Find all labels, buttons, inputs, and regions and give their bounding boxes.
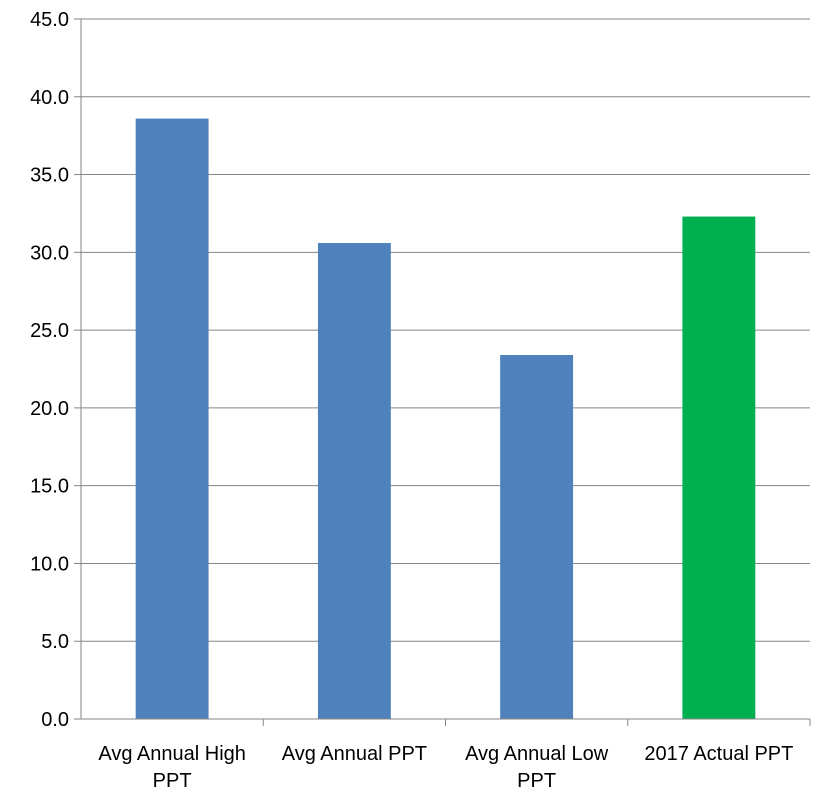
bar xyxy=(135,118,209,720)
y-tick-labels: 0.0 5.0 10.0 15.0 20.0 25.0 30.0 35.0 40.0 45.0 xyxy=(30,9,69,731)
y-tick-label: 35.0 xyxy=(30,165,69,187)
y-tick-label: 20.0 xyxy=(30,398,69,420)
y-tick-label: 15.0 xyxy=(30,476,69,498)
x-category-label: Avg Annual PPT xyxy=(282,743,427,765)
bars xyxy=(135,118,756,720)
x-category-label: 2017 Actual PPT xyxy=(644,743,793,765)
y-tick-label: 40.0 xyxy=(30,87,69,109)
y-tick-label: 0.0 xyxy=(41,709,69,731)
y-tick-label: 45.0 xyxy=(30,9,69,31)
bar xyxy=(682,216,756,720)
axes xyxy=(74,18,811,726)
x-category-labels: Avg Annual High PPT Avg Annual PPT Avg Annu… xyxy=(98,743,793,792)
x-category-label: Avg Annual Low PPT xyxy=(465,743,609,792)
y-tick-label: 30.0 xyxy=(30,242,69,264)
y-tick-label: 5.0 xyxy=(41,631,69,653)
x-category-label: Avg Annual High PPT xyxy=(98,743,246,792)
y-tick-label: 25.0 xyxy=(30,320,69,342)
y-tick-label: 10.0 xyxy=(30,553,69,575)
bar xyxy=(317,243,391,719)
bar xyxy=(500,355,574,719)
